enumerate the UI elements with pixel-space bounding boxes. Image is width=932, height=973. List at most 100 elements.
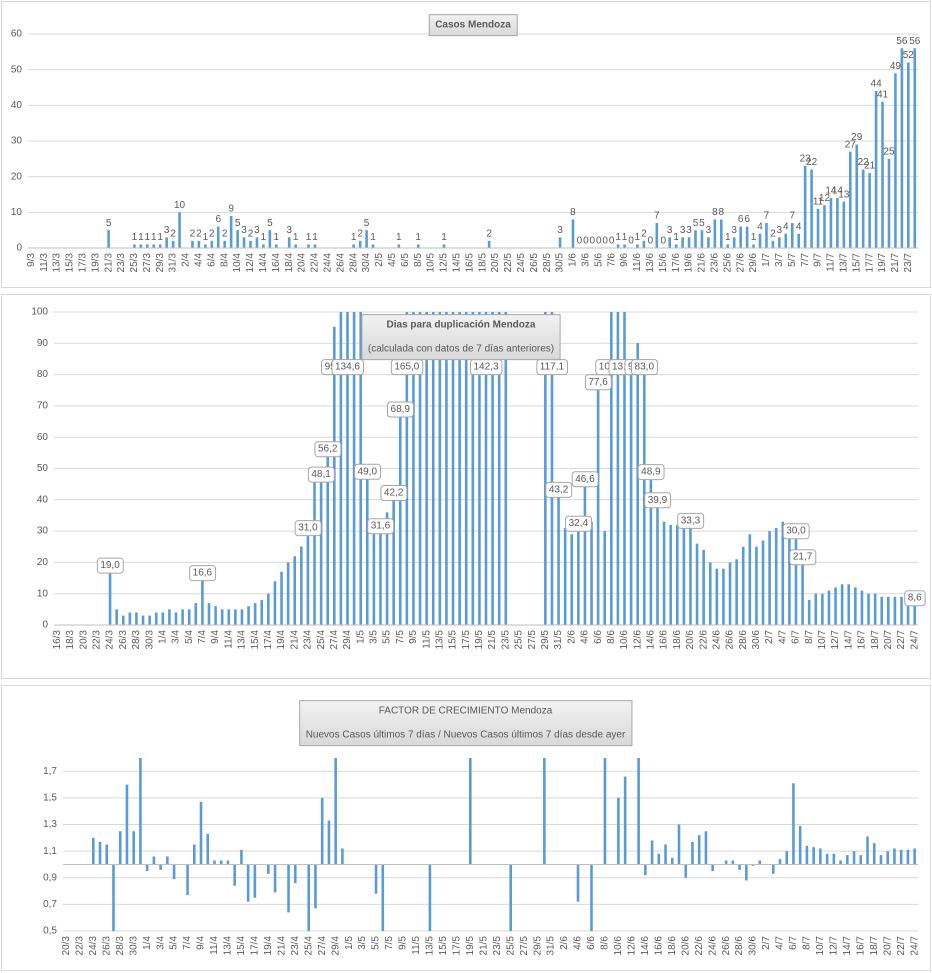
label-box — [387, 401, 414, 418]
bar — [751, 864, 755, 866]
bar — [267, 593, 270, 625]
bar — [139, 244, 143, 248]
data-label: 83,0 — [635, 362, 655, 373]
bar — [484, 312, 488, 625]
data-label: 0 — [590, 236, 596, 247]
data-label: 0 — [602, 236, 608, 247]
x-tick-label: 23/5 — [500, 630, 511, 650]
x-tick-label: 29/6 — [748, 253, 759, 273]
bar — [859, 855, 863, 865]
bar — [563, 527, 567, 625]
bar — [210, 240, 214, 248]
bar — [687, 237, 691, 248]
y-tick-label: 10 — [11, 207, 23, 218]
bar — [637, 758, 640, 865]
x-tick-label: 20/7 — [882, 936, 893, 956]
bar — [286, 562, 290, 625]
y-tick-label: 70 — [37, 401, 49, 412]
x-tick-label: 4/4 — [194, 253, 205, 267]
bar — [790, 223, 794, 248]
data-label: 7 — [654, 211, 660, 222]
bar — [112, 864, 115, 931]
x-tick-label: 28/3 — [115, 936, 126, 956]
data-label: 3 — [557, 225, 563, 236]
x-tick-label: 18/6 — [667, 936, 678, 956]
data-label: 1 — [441, 232, 447, 243]
bar — [868, 173, 871, 248]
data-label: 1 — [274, 232, 280, 243]
data-label-box: 48,9 — [637, 464, 665, 481]
data-label: 3 — [777, 225, 783, 236]
bar — [132, 831, 135, 865]
bar — [253, 603, 257, 625]
x-tick-label: 20/6 — [685, 630, 696, 650]
chart-subtitle: Nuevos Casos últimos 7 días / Nuevos Cas… — [306, 730, 626, 741]
x-tick-label: 9/6 — [619, 253, 630, 267]
bar — [557, 489, 560, 625]
label-box — [545, 481, 573, 498]
data-label: 68,9 — [391, 404, 411, 415]
bar — [886, 851, 890, 865]
x-tick-label: 20/6 — [680, 936, 691, 956]
bar — [194, 603, 198, 625]
bar — [867, 593, 870, 625]
bar — [840, 584, 844, 625]
x-tick-label: 6/5 — [400, 253, 411, 267]
x-tick-label: 22/3 — [92, 630, 103, 650]
x-tick-label: 4/6 — [573, 936, 584, 950]
data-label: 30,0 — [786, 526, 806, 537]
bar — [677, 824, 681, 865]
x-tick-label: 6/7 — [791, 630, 802, 644]
bar — [682, 524, 686, 625]
x-tick-label: 24/4 — [323, 253, 334, 273]
bar — [893, 596, 897, 625]
bar — [829, 198, 833, 248]
bar — [771, 864, 775, 874]
data-label: 4 — [783, 221, 789, 232]
bar — [371, 244, 375, 248]
bar — [346, 312, 349, 625]
x-tick-label: 13/4 — [223, 936, 234, 956]
data-label: 5 — [699, 218, 705, 229]
data-label-box: 19,0 — [96, 557, 124, 574]
bar — [848, 151, 852, 248]
bar — [240, 609, 244, 625]
data-label: 1 — [415, 232, 421, 243]
bar — [590, 521, 593, 625]
bar — [469, 758, 472, 865]
x-tick-label: 4/7 — [777, 630, 788, 644]
label-box — [367, 518, 395, 535]
y-tick-label: 50 — [11, 64, 23, 75]
x-tick-label: 10/6 — [613, 936, 624, 956]
x-tick-label: 5/5 — [382, 630, 393, 644]
bar — [544, 312, 547, 625]
bar — [207, 603, 211, 625]
x-tick-label: 1/4 — [142, 936, 153, 950]
bar — [642, 240, 646, 248]
x-tick-label: 17/4 — [250, 936, 261, 956]
x-tick-label: 17/3 — [77, 253, 88, 273]
bar — [314, 864, 317, 909]
data-label: 56 — [909, 36, 921, 47]
bar — [226, 860, 230, 865]
x-tick-label: 11/4 — [209, 936, 220, 955]
data-label: 1 — [261, 232, 267, 243]
x-tick-label: 8/7 — [804, 630, 815, 644]
data-label: 3 — [254, 225, 260, 236]
data-label: 1 — [751, 232, 757, 243]
bar — [852, 851, 856, 865]
x-tick-label: 10/6 — [619, 630, 630, 650]
bar — [372, 521, 376, 625]
x-tick-label: 14/7 — [842, 936, 853, 956]
bar — [603, 531, 607, 625]
data-label: 33,3 — [681, 515, 701, 526]
x-tick-label: 19/4 — [276, 630, 287, 650]
x-tick-label: 25/4 — [303, 936, 314, 956]
label-box — [677, 512, 705, 529]
x-tick-label: 22/5 — [503, 253, 514, 273]
x-tick-label: 24/6 — [711, 630, 722, 650]
bar — [431, 312, 435, 625]
bar — [255, 237, 259, 248]
x-tick-label: 13/5 — [434, 630, 445, 650]
bar — [596, 382, 600, 625]
